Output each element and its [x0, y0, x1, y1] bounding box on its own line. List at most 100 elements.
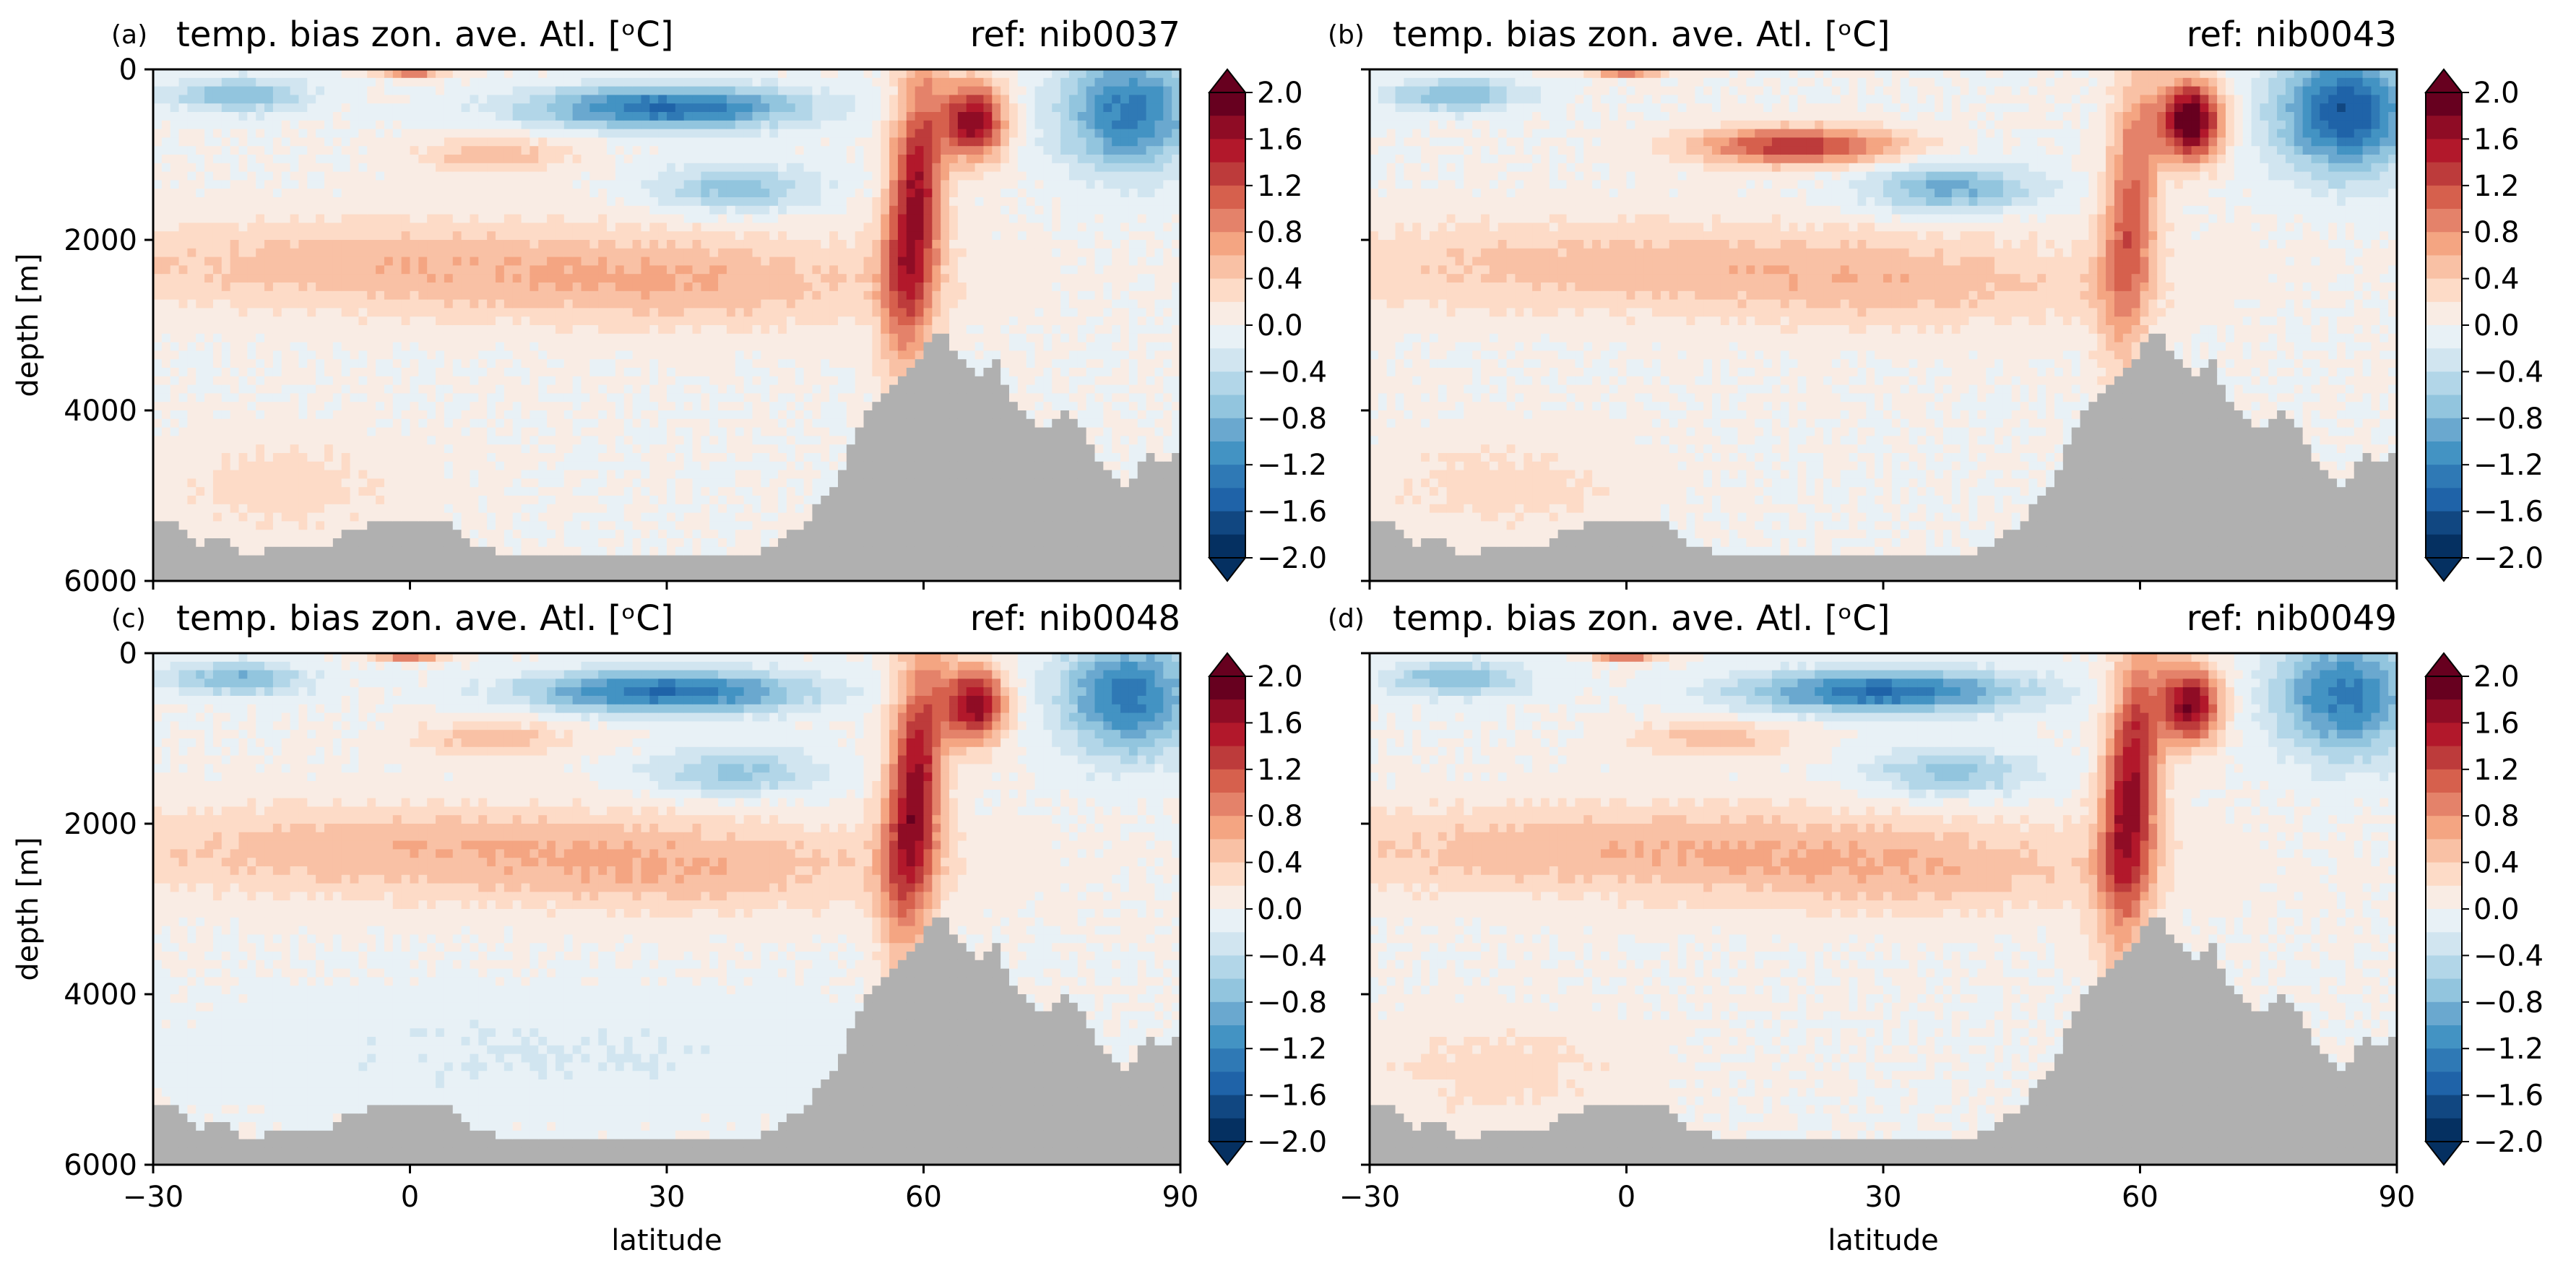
- heatmap-cell: [256, 453, 264, 462]
- heatmap-cell: [812, 189, 821, 197]
- heatmap-cell: [761, 121, 769, 129]
- heatmap-cell: [350, 249, 359, 257]
- heatmap-cell: [376, 316, 384, 325]
- heatmap-cell: [316, 215, 324, 223]
- heatmap-cell: [376, 385, 384, 394]
- heatmap-cell: [247, 95, 256, 103]
- heatmap-cell: [427, 316, 436, 325]
- heatmap-cell: [444, 300, 453, 309]
- heatmap-cell: [615, 316, 624, 325]
- heatmap-cell: [769, 137, 778, 146]
- heatmap-cell: [547, 112, 556, 121]
- heatmap-cell: [744, 334, 753, 342]
- heatmap-cell: [829, 189, 838, 197]
- heatmap-cell: [213, 308, 222, 316]
- heatmap-cell: [316, 487, 324, 496]
- heatmap-cell: [735, 547, 744, 556]
- heatmap-cell: [667, 231, 675, 240]
- heatmap-cell: [701, 163, 709, 172]
- heatmap-cell: [513, 265, 522, 274]
- heatmap-cell: [829, 103, 838, 112]
- heatmap-cell: [213, 419, 222, 428]
- heatmap-cell: [187, 231, 196, 240]
- heatmap-cell: [436, 189, 444, 197]
- heatmap-cell: [273, 78, 282, 87]
- heatmap-cell: [230, 487, 239, 496]
- heatmap-cell: [367, 283, 376, 291]
- heatmap-cell: [649, 308, 658, 316]
- heatmap-cell: [556, 249, 564, 257]
- heatmap-cell: [649, 249, 658, 257]
- heatmap-cell: [804, 334, 813, 342]
- heatmap-cell: [487, 359, 496, 368]
- heatmap-cell: [556, 146, 564, 155]
- heatmap-cell: [504, 265, 513, 274]
- heatmap-cell: [778, 87, 787, 95]
- heatmap-cell: [522, 291, 530, 300]
- heatmap-cell: [675, 215, 684, 223]
- heatmap-cell: [418, 428, 427, 436]
- heatmap-cell: [256, 419, 264, 428]
- heatmap-cell: [787, 470, 795, 479]
- heatmap-cell: [384, 453, 393, 462]
- heatmap-cell: [633, 180, 641, 189]
- heatmap-cell: [547, 95, 556, 103]
- heatmap-cell: [418, 146, 427, 155]
- heatmap-cell: [290, 95, 299, 103]
- heatmap-cell: [504, 487, 513, 496]
- heatmap-cell: [589, 112, 598, 121]
- heatmap-cell: [384, 385, 393, 394]
- heatmap-cell: [230, 180, 239, 189]
- heatmap-cell: [324, 316, 333, 325]
- heatmap-cell: [778, 300, 787, 309]
- heatmap-cell: [462, 419, 470, 428]
- heatmap-cell: [196, 478, 204, 487]
- heatmap-cell: [436, 453, 444, 462]
- heatmap-cell: [658, 257, 667, 266]
- heatmap-cell: [358, 462, 367, 470]
- heatmap-cell: [769, 69, 778, 78]
- heatmap-cell: [298, 444, 307, 453]
- heatmap-cell: [153, 300, 162, 309]
- heatmap-cell: [204, 359, 213, 368]
- heatmap-cell: [778, 530, 787, 538]
- heatmap-cell: [744, 470, 753, 479]
- heatmap-cell: [538, 334, 547, 342]
- heatmap-cell: [624, 257, 633, 266]
- heatmap-cell: [769, 376, 778, 385]
- heatmap-cell: [838, 197, 847, 206]
- heatmap-cell: [821, 265, 829, 274]
- heatmap-cell: [615, 428, 624, 436]
- heatmap-cell: [462, 334, 470, 342]
- heatmap-cell: [675, 393, 684, 402]
- heatmap-cell: [847, 530, 855, 538]
- heatmap-cell: [589, 223, 598, 231]
- heatmap-cell: [753, 223, 761, 231]
- heatmap-cell: [333, 402, 342, 410]
- heatmap-cell: [547, 163, 556, 172]
- heatmap-cell: [358, 436, 367, 444]
- heatmap-cell: [709, 359, 718, 368]
- heatmap-cell: [453, 436, 462, 444]
- heatmap-cell: [727, 496, 735, 504]
- heatmap-cell: [436, 206, 444, 215]
- heatmap-cell: [333, 249, 342, 257]
- heatmap-cell: [812, 513, 821, 522]
- heatmap-cell: [829, 146, 838, 155]
- heatmap-cell: [735, 95, 744, 103]
- heatmap-cell: [556, 231, 564, 240]
- heatmap-cell: [522, 163, 530, 172]
- heatmap-cell: [444, 137, 453, 146]
- heatmap-cell: [658, 155, 667, 163]
- heatmap-cell: [239, 197, 248, 206]
- heatmap-cell: [273, 257, 282, 266]
- heatmap-cell: [795, 478, 804, 487]
- heatmap-cell: [804, 95, 813, 103]
- heatmap-cell: [282, 359, 290, 368]
- heatmap-cell: [462, 462, 470, 470]
- heatmap-cell: [179, 274, 188, 283]
- heatmap-cell: [693, 155, 701, 163]
- heatmap-cell: [384, 274, 393, 283]
- heatmap-cell: [256, 530, 264, 538]
- heatmap-cell: [427, 274, 436, 283]
